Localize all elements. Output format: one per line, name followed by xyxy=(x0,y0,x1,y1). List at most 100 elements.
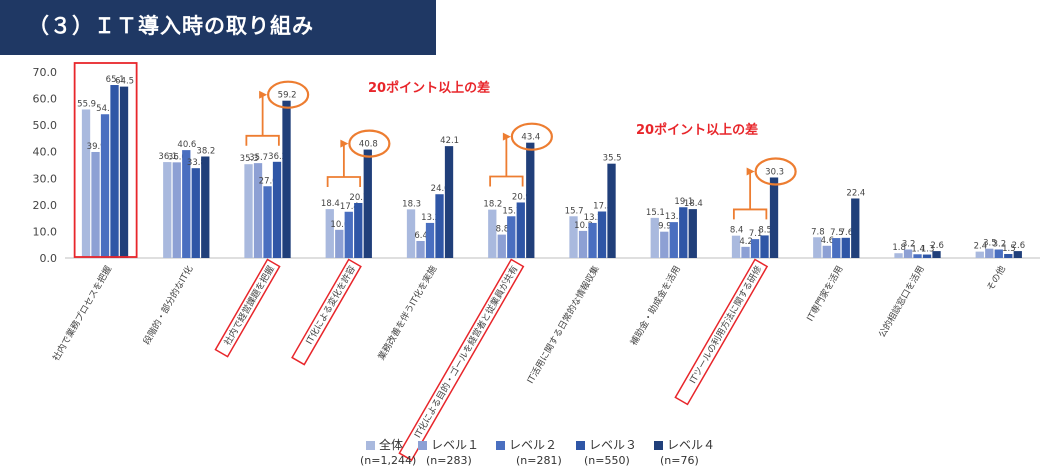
data-label: 38.2 xyxy=(196,146,215,156)
data-label: 7.8 xyxy=(811,227,825,237)
data-label: 15.7 xyxy=(565,206,584,216)
bar xyxy=(994,249,1003,258)
category-highlight-box xyxy=(674,258,769,406)
section-title: （３）ＩＴ導入時の取り組み xyxy=(28,14,314,38)
bar xyxy=(569,216,578,258)
data-label: 36.0 xyxy=(168,152,187,162)
callout-arrow xyxy=(502,132,511,141)
bar xyxy=(406,209,416,258)
bar xyxy=(813,237,822,258)
legend-count-3: (n=550) xyxy=(584,454,630,467)
data-label: 4.2 xyxy=(739,237,753,247)
bar xyxy=(91,151,100,258)
data-label: 33.8 xyxy=(187,158,206,168)
y-tick-label: 0.0 xyxy=(40,252,58,265)
callout-circle xyxy=(348,129,391,158)
y-tick-label: 40.0 xyxy=(33,146,58,159)
y-tick-label: 20.0 xyxy=(33,199,58,212)
bar xyxy=(325,209,334,258)
bar xyxy=(741,246,750,258)
legend-label-0: 全体 xyxy=(379,438,404,452)
data-label: 15.7 xyxy=(502,206,521,216)
data-label: 18.2 xyxy=(483,200,502,210)
bar xyxy=(444,146,454,258)
data-label: 1.5 xyxy=(1002,244,1016,254)
bar xyxy=(163,162,172,258)
bar xyxy=(851,198,860,258)
data-label: 54.1 xyxy=(96,104,115,114)
bar xyxy=(191,168,200,258)
data-label: 6.4 xyxy=(414,231,428,241)
category-label: 公的相談窓口を活用 xyxy=(876,264,927,340)
data-label: 18.3 xyxy=(402,199,421,209)
bar xyxy=(282,100,291,258)
category-label: 補助金・助成金を活用 xyxy=(628,264,683,348)
data-label: 42.1 xyxy=(440,136,459,146)
bar xyxy=(894,253,903,258)
category-label: 業務改善を伴うIT化を実施 xyxy=(375,264,439,363)
data-label: 22.4 xyxy=(846,188,865,198)
bar xyxy=(660,231,669,258)
section-header: （３）ＩＴ導入時の取り組み xyxy=(0,0,436,55)
bar xyxy=(335,229,344,258)
bar xyxy=(607,163,616,258)
category-label: IT専門家を活用 xyxy=(804,264,845,324)
bar xyxy=(516,202,525,258)
bar xyxy=(244,164,253,258)
bar xyxy=(425,222,435,258)
bar xyxy=(100,114,110,259)
category-highlight-box xyxy=(291,258,362,366)
data-label: 2.6 xyxy=(930,241,944,251)
bar xyxy=(182,150,191,258)
bar xyxy=(435,194,444,258)
data-label: 36.2 xyxy=(268,152,287,162)
category-highlight-box xyxy=(398,258,525,462)
y-tick-label: 60.0 xyxy=(33,93,58,106)
legend-swatch-1 xyxy=(418,441,427,450)
bar xyxy=(760,235,769,258)
data-label: 59.2 xyxy=(278,91,297,101)
callout-circle xyxy=(754,157,797,186)
category-label: IT活用に関する日常的な情報収集 xyxy=(524,264,601,386)
category-label: 社内で業務プロセスを把握 xyxy=(50,264,114,364)
callout-bracket xyxy=(326,142,362,187)
category-label: IT化による変化を許容 xyxy=(303,264,358,347)
data-label: 27.0 xyxy=(259,176,278,186)
data-label: 65.1 xyxy=(106,75,125,85)
bar xyxy=(975,251,984,258)
bar xyxy=(497,234,506,258)
bar xyxy=(822,245,831,258)
data-label: 30.3 xyxy=(765,167,784,177)
annotation-text: 20ポイント以上の差 xyxy=(368,80,490,96)
bar xyxy=(841,237,850,258)
bar xyxy=(985,248,994,258)
legend-count-4: (n=76) xyxy=(660,454,699,467)
data-label: 24.0 xyxy=(431,184,450,194)
data-label: 7.5 xyxy=(830,228,844,238)
legend-count-2: (n=281) xyxy=(516,454,562,467)
legend-label-3: レベル３ xyxy=(589,438,638,452)
bar xyxy=(253,163,263,258)
legend-swatch-3 xyxy=(576,441,585,450)
legend-swatch-0 xyxy=(366,441,375,450)
legend-swatch-2 xyxy=(496,441,505,450)
bar xyxy=(110,85,119,259)
data-label: 10.6 xyxy=(330,220,349,230)
data-label: 7.6 xyxy=(840,228,854,238)
y-tick-label: 50.0 xyxy=(33,119,58,132)
data-label: 36.1 xyxy=(158,152,177,162)
bar xyxy=(903,249,913,258)
bar xyxy=(1013,251,1022,258)
data-label: 40.6 xyxy=(177,140,196,150)
data-label: 8.4 xyxy=(730,226,744,236)
highlight-box xyxy=(73,62,138,258)
legend-item-2: レベル２ xyxy=(496,436,557,453)
data-label: 20.7 xyxy=(349,193,368,203)
bar xyxy=(588,222,597,258)
data-label: 15.1 xyxy=(646,208,665,218)
data-label: 18.4 xyxy=(321,199,340,209)
data-label: 7.1 xyxy=(749,229,763,239)
bar xyxy=(913,254,922,258)
category-label: ITツールの利用方法に関する研修 xyxy=(687,264,764,386)
legend-label-4: レベル４ xyxy=(667,438,716,452)
